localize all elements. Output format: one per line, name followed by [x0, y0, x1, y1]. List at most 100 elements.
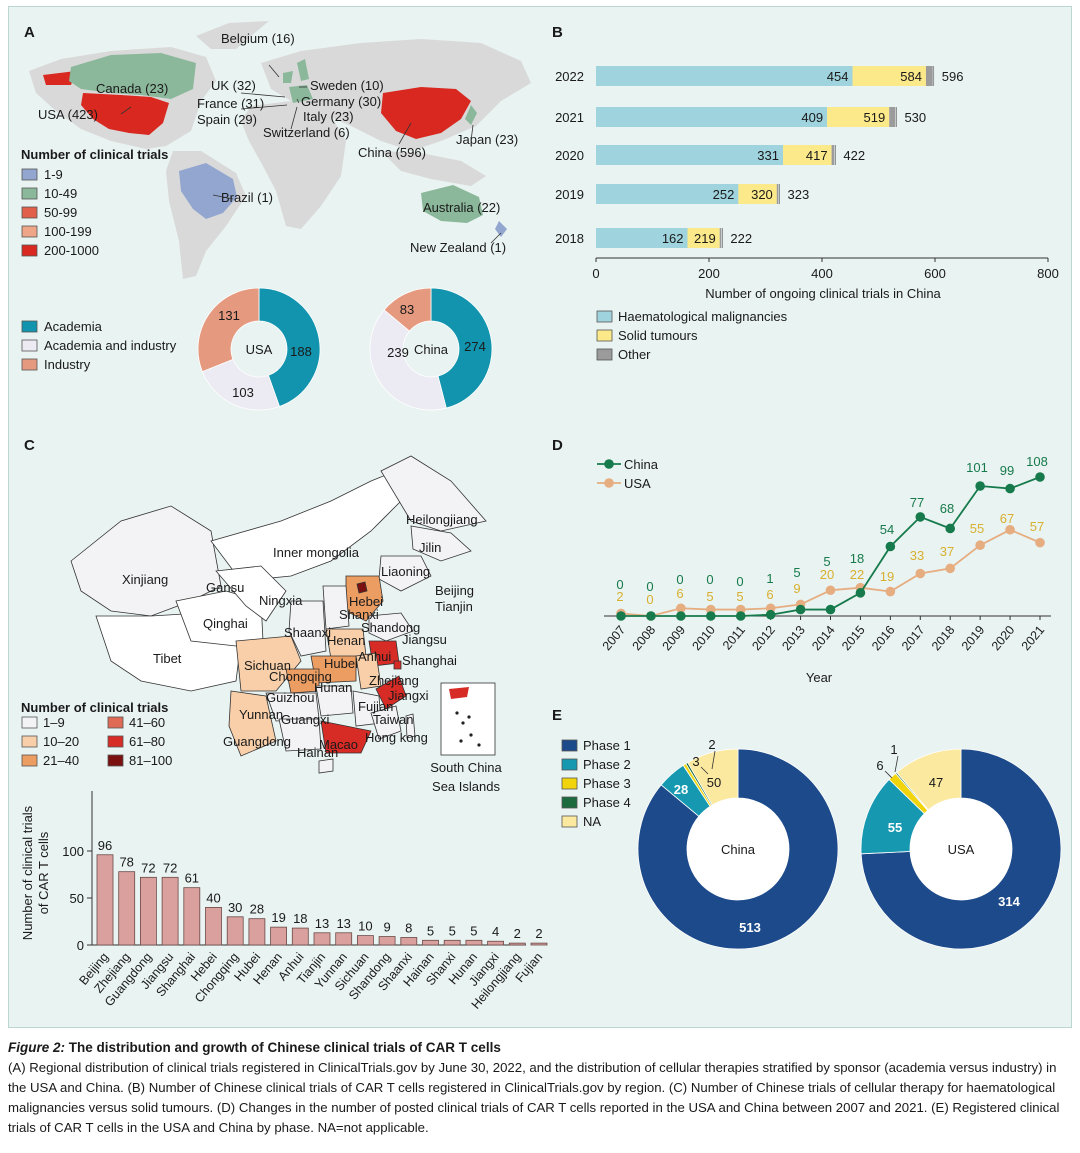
d-label-usa-2008: 0 [646, 592, 653, 607]
b-legend-label-2: Other [618, 347, 651, 362]
cb-bar-anhui [291, 927, 309, 946]
b-bar-solid-tumours-2019 [738, 184, 777, 204]
e-legend-label-0: Phase 1 [583, 738, 631, 753]
a-map-europe-core [289, 85, 313, 103]
c-province-label-33: Hainan [297, 745, 338, 760]
c-province-label-15: Jiangsu [402, 632, 447, 647]
c-map-shandong [368, 612, 414, 642]
c-province-label-23: Hunan [314, 680, 352, 695]
c-province-label-29: Taiwan [373, 712, 413, 727]
b-bar-solid-tumours-2021 [827, 107, 890, 127]
c-province-label-22: Zhejiang [369, 673, 419, 688]
c-province-label-3: Xinjiang [122, 572, 168, 587]
a-pie-china-value-0: 274 [464, 339, 486, 354]
e-legend-label-3: Phase 4 [583, 795, 631, 810]
a-legend-label-3: 100-199 [44, 224, 92, 239]
a-map-australia [421, 185, 483, 223]
cb-value-label-shanxi: 5 [449, 923, 456, 938]
a-sponsor-swatch-1 [21, 339, 38, 352]
e-pie-usa-value-4: 47 [929, 775, 943, 790]
b-category-label-2: 2020 [555, 148, 584, 163]
d-point-usa-2019 [975, 540, 985, 551]
d-point-china-2015 [855, 588, 866, 598]
b-legend-swatch-1 [596, 329, 613, 342]
a-legend-swatch-3 [21, 225, 38, 238]
c-province-label-21: Chongqing [269, 669, 332, 684]
c-province-label-26: Fujian [358, 699, 393, 714]
b-x-tick-label-2: 400 [811, 266, 833, 281]
a-country-label-13: Australia (22) [423, 200, 500, 215]
a-leader-germany [296, 98, 300, 104]
a-country-label-6: Sweden (10) [310, 78, 384, 93]
e-legend-swatch-1 [561, 758, 578, 771]
c-inset-dot-5 [467, 715, 471, 719]
c-inset-label-0: South China [430, 760, 502, 775]
d-point-usa-2021 [1035, 537, 1045, 548]
d-label-china-2019: 101 [966, 460, 988, 475]
a-map-uk [283, 71, 293, 83]
d-label-china-2018: 68 [940, 501, 954, 516]
b-segment-label-solid-2019: 320 [751, 187, 773, 202]
e-leader-usa-phase3 [884, 770, 893, 779]
c-map-guangdong [320, 720, 372, 754]
b-bar-haematological-malignancies-2019 [596, 184, 739, 204]
a-map-alaska [43, 71, 76, 85]
e-legend-label-2: Phase 3 [583, 776, 631, 791]
c-map-inner-mongolia [210, 470, 402, 582]
cb-value-label-hunan: 5 [470, 923, 477, 938]
d-point-china-2021 [1035, 472, 1045, 482]
a-country-label-10: China (596) [358, 145, 426, 160]
panel-letter-a: A [24, 24, 35, 41]
c-legend-label-4: 61–80 [129, 734, 165, 749]
c-province-label-9: Hebei [349, 594, 383, 609]
e-pie-china-value-4: 50 [707, 775, 721, 790]
cb-y-axis-label-1: of CAR T cells [36, 831, 51, 914]
cb-bar-shandong [378, 936, 396, 946]
c-legend-label-0: 1–9 [43, 715, 65, 730]
d-label-usa-2007: 2 [616, 589, 623, 604]
c-province-label-2: Inner mongolia [273, 545, 360, 560]
cb-value-label-guangdong: 72 [141, 860, 155, 875]
c-inset-dot-1 [461, 721, 465, 725]
a-pie-china-value-1: 239 [387, 345, 409, 360]
cb-bar-chongqing [226, 916, 244, 946]
cb-value-label-zhejiang: 78 [119, 855, 133, 870]
a-map-canada [69, 53, 196, 99]
c-province-label-0: Heilongjiang [406, 512, 478, 527]
cb-value-label-jiangxi: 4 [492, 924, 499, 939]
cb-value-label-hubei: 28 [250, 902, 264, 917]
a-country-label-1: USA (423) [38, 107, 98, 122]
a-leader-japan [470, 124, 474, 142]
d-point-china-2009 [676, 611, 686, 621]
cb-bar-shanghai [183, 887, 201, 946]
cb-bar-zhejiang [118, 871, 136, 946]
d-x-tick-label-2007: 2007 [600, 623, 629, 653]
c-province-label-25: Guizhou [266, 690, 314, 705]
d-point-china-2014 [825, 604, 836, 615]
d-x-tick-label-2019: 2019 [959, 623, 988, 653]
cb-value-label-shaanxi: 8 [405, 920, 412, 935]
cb-value-label-henan: 19 [271, 910, 285, 925]
cb-value-label-yunnan: 13 [336, 916, 350, 931]
c-legend-swatch-3 [107, 716, 124, 729]
cb-value-label-shanghai: 61 [185, 871, 199, 886]
b-legend-swatch-0 [596, 310, 613, 323]
a-leader-spain [240, 104, 288, 110]
a-leader-new-zealand [490, 232, 502, 244]
d-label-usa-2020: 67 [1000, 511, 1014, 526]
c-legend-swatch-4 [107, 735, 124, 748]
d-x-tick-label-2021: 2021 [1019, 623, 1048, 653]
cb-y-axis-label-0: Number of clinical trials [20, 805, 35, 940]
d-label-usa-2019: 55 [970, 521, 984, 536]
c-province-label-24: Jiangxi [388, 688, 429, 703]
b-x-tick-label-4: 800 [1037, 266, 1059, 281]
a-legend-swatch-4 [21, 244, 38, 257]
d-legend-label-0: China [624, 457, 659, 472]
a-leader-belgium [268, 64, 280, 78]
d-point-china-2011 [735, 611, 746, 621]
a-pie-usa-center-label: USA [246, 342, 273, 357]
a-pie-usa-slice-industry [197, 287, 260, 373]
a-pie-china-slice-academia [430, 287, 493, 409]
b-category-label-0: 2022 [555, 69, 584, 84]
a-country-label-2: Belgium (16) [221, 31, 295, 46]
